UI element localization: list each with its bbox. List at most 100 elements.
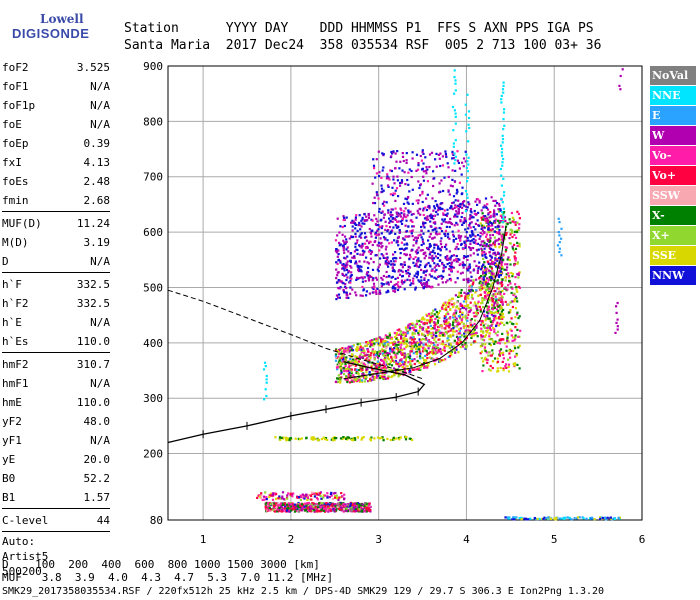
- echo-point: [511, 287, 514, 290]
- echo-point: [514, 337, 517, 340]
- y-tick-label: 500: [143, 281, 163, 294]
- echo-point: [479, 352, 482, 355]
- echo-point: [368, 240, 371, 243]
- echo-point: [481, 301, 484, 304]
- echo-point: [291, 506, 294, 509]
- echo-point: [400, 215, 403, 218]
- echo-point: [420, 338, 423, 341]
- echo-point: [491, 222, 494, 225]
- echo-point: [483, 247, 486, 250]
- muf-table: D 100 200 400 600 800 1000 1500 3000 [km…: [2, 558, 333, 584]
- echo-point: [336, 377, 339, 380]
- echo-point: [501, 138, 505, 141]
- echo-point: [509, 221, 512, 224]
- echo-point: [284, 436, 287, 439]
- echo-point: [433, 266, 436, 269]
- echo-point: [452, 240, 455, 243]
- echo-point: [364, 352, 368, 355]
- echo-point: [500, 300, 503, 303]
- echo-point: [489, 279, 493, 282]
- echo-point: [365, 504, 368, 507]
- echo-point: [461, 206, 464, 209]
- echo-point: [443, 218, 446, 221]
- echo-point: [452, 319, 455, 322]
- echo-point: [346, 503, 349, 506]
- echo-point: [467, 292, 470, 295]
- echo-point: [476, 269, 479, 272]
- echo-point: [472, 325, 475, 328]
- echo-point: [385, 225, 388, 228]
- echo-point: [365, 290, 368, 293]
- echo-point: [474, 291, 477, 294]
- echo-point: [269, 503, 272, 506]
- echo-point: [340, 502, 343, 505]
- echo-point: [428, 207, 431, 210]
- echo-point: [366, 246, 369, 249]
- echo-point: [320, 438, 323, 441]
- echo-point: [375, 337, 378, 340]
- echo-point: [433, 276, 436, 279]
- echo-point: [456, 223, 459, 226]
- echo-point: [360, 504, 363, 507]
- echo-point: [420, 225, 423, 229]
- echo-point: [304, 502, 307, 505]
- echo-point: [370, 436, 373, 439]
- echo-point: [480, 265, 484, 268]
- legend-item-vo: Vo-: [650, 146, 696, 165]
- echo-point: [500, 98, 503, 101]
- echo-point: [344, 364, 347, 368]
- echo-point: [390, 341, 393, 344]
- echo-point: [508, 259, 511, 262]
- echo-point: [424, 343, 427, 346]
- echo-point: [447, 330, 450, 333]
- echo-point: [412, 225, 415, 228]
- echo-point: [418, 265, 421, 269]
- echo-point: [455, 237, 458, 240]
- echo-point: [396, 329, 399, 332]
- param-row: M(D) 3.19: [2, 233, 110, 252]
- echo-point: [401, 217, 404, 220]
- param-value: 52.2: [83, 472, 111, 485]
- echo-point: [383, 341, 386, 344]
- echo-point: [302, 503, 305, 506]
- echo-point: [283, 507, 287, 510]
- echo-point: [508, 349, 511, 352]
- echo-point: [347, 360, 350, 364]
- param-value: 44: [96, 514, 110, 527]
- echo-point: [422, 287, 425, 290]
- echo-point: [500, 305, 503, 308]
- echo-point: [363, 380, 367, 383]
- echo-point: [499, 366, 502, 370]
- echo-point: [464, 235, 467, 238]
- echo-point: [342, 356, 345, 359]
- echo-point: [362, 349, 365, 352]
- echo-point: [482, 257, 485, 261]
- echo-point: [403, 253, 406, 256]
- echo-point: [483, 297, 486, 300]
- param-separator: [2, 352, 110, 353]
- echo-point: [422, 179, 425, 182]
- echo-point: [475, 325, 478, 328]
- echo-point: [470, 230, 473, 233]
- echo-point: [457, 210, 460, 213]
- echo-point: [515, 288, 518, 291]
- echo-point: [449, 342, 452, 345]
- echo-point: [427, 239, 430, 242]
- echo-point: [386, 363, 389, 366]
- echo-point: [428, 243, 432, 246]
- echo-point: [500, 235, 503, 238]
- echo-point: [343, 235, 347, 238]
- echo-point: [387, 375, 390, 378]
- echo-point: [422, 242, 425, 245]
- echo-point: [438, 191, 441, 194]
- echo-point: [382, 166, 385, 169]
- echo-point: [405, 159, 408, 162]
- echo-point: [404, 438, 408, 441]
- echo-point: [600, 517, 603, 521]
- echo-point: [555, 516, 558, 519]
- echo-point: [454, 215, 457, 218]
- echo-point: [461, 304, 464, 307]
- echo-point: [365, 239, 368, 242]
- echo-point: [484, 271, 487, 274]
- echo-point: [429, 318, 432, 322]
